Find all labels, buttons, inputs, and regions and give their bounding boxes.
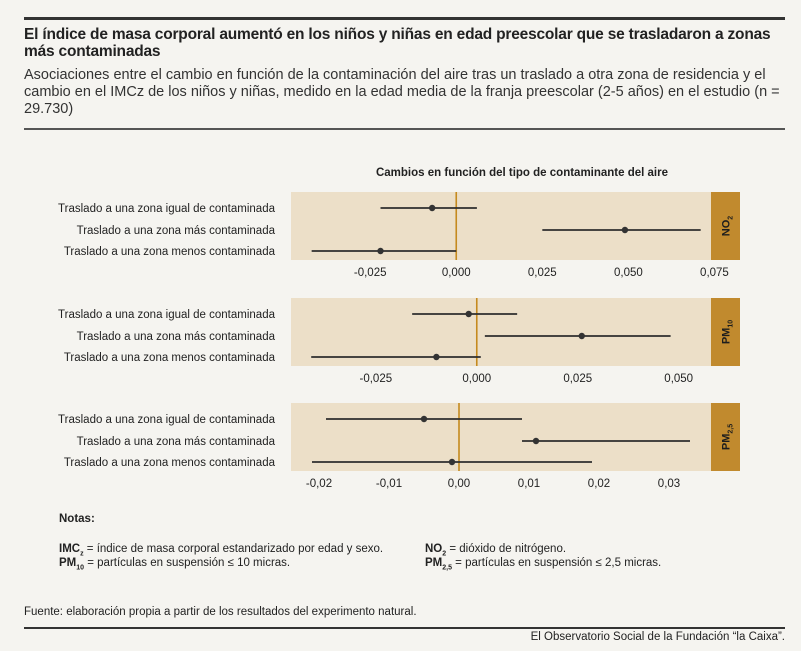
row-label-pm25-2: Traslado a una zona menos contaminada	[64, 457, 276, 469]
point-pm10-1	[578, 332, 585, 340]
tick-label-pm10-2: 0,025	[563, 373, 592, 385]
panel-tag-pm25	[711, 403, 740, 471]
tick-label-pm10-0: -0,025	[360, 373, 393, 385]
note-pm10: PM10 = partículas en suspensión ≤ 10 mic…	[59, 556, 290, 575]
bottom-rule	[24, 627, 785, 629]
note-imc-abbr: IMC	[59, 543, 81, 555]
credit-line: El Observatorio Social de la Fundación “…	[530, 631, 785, 643]
panel-bg-pm25	[291, 403, 711, 471]
tick-label-no2-2: 0,025	[528, 267, 557, 279]
row-label-pm10-2: Traslado a una zona menos contaminada	[64, 352, 276, 364]
row-label-pm10-1: Traslado a una zona más contaminada	[77, 331, 276, 343]
note-imc-sub: z	[80, 550, 84, 558]
tick-label-no2-3: 0,050	[614, 267, 643, 279]
note-imc-text: = índice de masa corporal estandarizado …	[83, 543, 384, 555]
panel-tag-main-pm10: PM	[721, 328, 733, 345]
point-pm25-1	[532, 437, 540, 445]
note-pm10-text: = partículas en suspensión ≤ 10 micras.	[84, 557, 291, 569]
point-pm25-0	[420, 415, 428, 423]
row-label-no2-2: Traslado a una zona menos contaminada	[64, 246, 276, 258]
tick-label-no2-1: 0,000	[442, 267, 471, 279]
note-pm25-abbr: PM	[425, 557, 443, 569]
note-pm25-sub: 2,5	[442, 564, 452, 572]
note-no2-sub: 2	[442, 550, 447, 558]
panel-bg-pm10	[291, 298, 711, 366]
page-subtitle: Asociaciones entre el cambio en función …	[24, 67, 780, 117]
tick-label-no2-0: -0,025	[354, 267, 387, 279]
tick-label-pm25-4: 0,02	[588, 478, 610, 490]
panel-tag-sub-pm25: 2,5	[728, 424, 735, 434]
point-pm25-2	[448, 458, 456, 466]
tick-label-pm25-1: -0,01	[376, 478, 402, 490]
source-note: Fuente: elaboración propia a partir de l…	[24, 606, 417, 618]
note-imc: IMCz = índice de masa corporal estandari…	[59, 542, 383, 561]
panel-tag-main-no2: NO	[721, 219, 733, 236]
panel-tag-label-pm10: PM10	[721, 320, 735, 344]
forest-plot-chart: Cambios en función del tipo de contamina…	[58, 167, 740, 490]
tick-label-pm25-3: 0,01	[518, 478, 540, 490]
point-no2-2	[377, 247, 384, 255]
tick-label-pm25-5: 0,03	[658, 478, 680, 490]
point-pm10-0	[465, 310, 472, 318]
panel-tag-main-pm25: PM	[721, 434, 733, 451]
note-pm10-sub: 10	[76, 564, 85, 572]
row-label-pm25-0: Traslado a una zona igual de contaminada	[58, 414, 276, 426]
note-pm25-text: = partículas en suspensión ≤ 2,5 micras.	[451, 557, 662, 569]
tick-label-pm10-3: 0,050	[664, 373, 693, 385]
tick-label-pm10-1: 0,000	[462, 373, 491, 385]
note-pm10-abbr: PM	[59, 557, 77, 569]
top-rule	[24, 17, 785, 20]
note-no2-abbr: NO	[425, 543, 443, 555]
panel-tag-sub-no2: 2	[728, 216, 735, 220]
panel-tag-label-pm25: PM2,5	[721, 424, 735, 450]
point-no2-1	[621, 226, 629, 234]
panel-tag-no2	[711, 192, 740, 260]
panel-tag-sub-pm10: 10	[728, 320, 735, 328]
notes-title: Notas:	[59, 513, 95, 525]
row-label-pm10-0: Traslado a una zona igual de contaminada	[58, 309, 276, 321]
row-label-no2-0: Traslado a una zona igual de contaminada	[58, 203, 276, 215]
subtitle-rule	[24, 128, 785, 130]
point-pm10-2	[433, 353, 440, 361]
note-no2-text: = dióxido de nitrógeno.	[446, 543, 567, 555]
chart-header: Cambios en función del tipo de contamina…	[376, 167, 668, 179]
panel-tag-pm10	[711, 298, 740, 366]
row-label-pm25-1: Traslado a una zona más contaminada	[77, 436, 276, 448]
note-no2: NO2 = dióxido de nitrógeno.	[425, 542, 566, 561]
panel-tag-label-no2: NO2	[721, 216, 735, 237]
panel-bg-no2	[291, 192, 711, 260]
note-pm25: PM2,5 = partículas en suspensión ≤ 2,5 m…	[425, 556, 661, 575]
row-label-no2-1: Traslado a una zona más contaminada	[77, 225, 276, 237]
tick-label-pm25-0: -0,02	[306, 478, 332, 490]
tick-label-pm25-2: 0,00	[448, 478, 470, 490]
page-title: El índice de masa corporal aumentó en lo…	[24, 26, 771, 60]
point-no2-0	[428, 204, 436, 212]
tick-label-no2-4: 0,075	[700, 267, 729, 279]
